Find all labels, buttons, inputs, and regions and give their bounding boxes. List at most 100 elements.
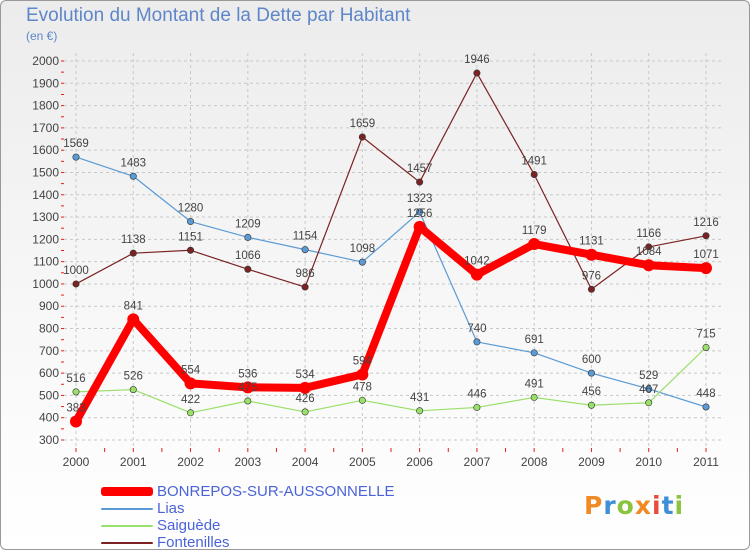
data-label: 1209 — [235, 218, 261, 230]
data-point — [530, 349, 538, 357]
data-point — [473, 69, 481, 77]
data-label: 594 — [353, 355, 373, 367]
data-point — [299, 381, 312, 394]
data-point — [244, 397, 252, 405]
data-point — [301, 246, 309, 254]
chart-subtitle: (en €) — [26, 29, 58, 43]
data-point — [356, 368, 369, 381]
data-label: 554 — [181, 364, 201, 376]
data-point — [244, 265, 252, 273]
legend-item: Fontenilles — [101, 534, 230, 550]
data-point — [72, 280, 80, 288]
logo-letter: o — [616, 491, 635, 520]
data-point — [241, 381, 254, 394]
y-tick-label: 1200 — [32, 232, 59, 246]
data-point — [127, 313, 140, 326]
data-label: 1256 — [407, 208, 433, 220]
data-point — [645, 399, 653, 407]
data-label: 1323 — [407, 193, 433, 205]
x-tick-label: 2008 — [521, 455, 548, 469]
data-label: 526 — [124, 371, 143, 383]
logo-letter: P — [584, 491, 604, 520]
data-point — [129, 386, 137, 394]
data-label: 536 — [238, 368, 257, 380]
data-label: 1457 — [407, 163, 433, 175]
data-point — [72, 388, 80, 396]
series-saigu-de — [72, 343, 710, 417]
data-label: 1491 — [521, 155, 547, 167]
data-label: 715 — [696, 328, 715, 340]
data-point — [187, 218, 195, 226]
x-tick-label: 2000 — [63, 455, 90, 469]
data-point — [530, 393, 538, 401]
data-point — [645, 385, 653, 393]
x-tick-label: 2006 — [406, 455, 433, 469]
data-point — [702, 232, 710, 240]
x-tick-label: 2002 — [177, 455, 204, 469]
data-label: 1179 — [522, 225, 547, 237]
data-point — [416, 407, 424, 415]
y-tick-label: 1600 — [32, 143, 59, 157]
x-tick-label: 2004 — [292, 455, 319, 469]
legend-label: Saiguède — [157, 517, 221, 534]
data-label: 1659 — [350, 118, 376, 130]
series-line — [75, 346, 707, 414]
logo-letter: i — [674, 491, 685, 520]
series-line — [72, 222, 710, 426]
data-point — [702, 403, 710, 411]
y-tick-label: 1700 — [32, 121, 59, 135]
y-tick-label: 500 — [39, 388, 59, 402]
data-label: 740 — [467, 323, 486, 335]
legend-item: Saiguède — [101, 517, 220, 534]
chart-title: Evolution du Montant de la Dette par Hab… — [26, 5, 411, 26]
data-point — [72, 153, 80, 161]
data-label: 1151 — [178, 231, 203, 243]
x-tick-label: 2010 — [635, 455, 662, 469]
data-label: 691 — [525, 334, 544, 346]
data-point — [645, 243, 653, 251]
data-label: 448 — [696, 388, 715, 400]
data-point — [587, 369, 595, 377]
data-label: 422 — [181, 394, 200, 406]
x-tick-label: 2009 — [578, 455, 605, 469]
data-point — [470, 268, 483, 281]
y-tick-label: 300 — [39, 433, 59, 447]
data-label: 467 — [639, 384, 658, 396]
data-point — [70, 415, 82, 428]
data-point — [187, 246, 195, 254]
y-tick-label: 1100 — [33, 255, 59, 269]
logo-letter: x — [634, 491, 652, 520]
y-tick-label: 1800 — [32, 99, 59, 113]
proxiti-logo: Proxiti — [584, 491, 684, 520]
y-tick-label: 1300 — [32, 210, 59, 224]
data-label: 478 — [353, 381, 372, 393]
y-tick-label: 600 — [39, 366, 59, 380]
y-tick-label: 400 — [39, 411, 59, 425]
data-label: 456 — [582, 386, 601, 398]
data-label: 516 — [66, 373, 85, 385]
data-point — [184, 377, 197, 390]
data-label: 986 — [295, 268, 314, 280]
legend-swatch — [101, 541, 153, 544]
legend-swatch — [101, 487, 153, 496]
data-point — [416, 178, 424, 186]
data-point — [416, 208, 424, 216]
data-label: 1071 — [693, 249, 719, 261]
x-tick-label: 2003 — [234, 455, 261, 469]
data-point — [129, 249, 137, 257]
data-point — [587, 401, 595, 409]
data-point — [358, 396, 366, 404]
data-label: 491 — [525, 378, 544, 390]
y-tick-label: 1400 — [32, 188, 59, 202]
data-label: 1042 — [464, 256, 490, 268]
series-lias — [72, 153, 710, 411]
data-point — [358, 133, 366, 141]
y-tick-label: 900 — [39, 299, 59, 313]
data-label: 841 — [124, 300, 143, 312]
legend-label: Fontenilles — [157, 534, 230, 550]
data-point — [528, 238, 541, 251]
data-label: 1131 — [579, 236, 604, 248]
data-label: 1946 — [464, 54, 490, 66]
data-label: 1483 — [120, 157, 146, 169]
